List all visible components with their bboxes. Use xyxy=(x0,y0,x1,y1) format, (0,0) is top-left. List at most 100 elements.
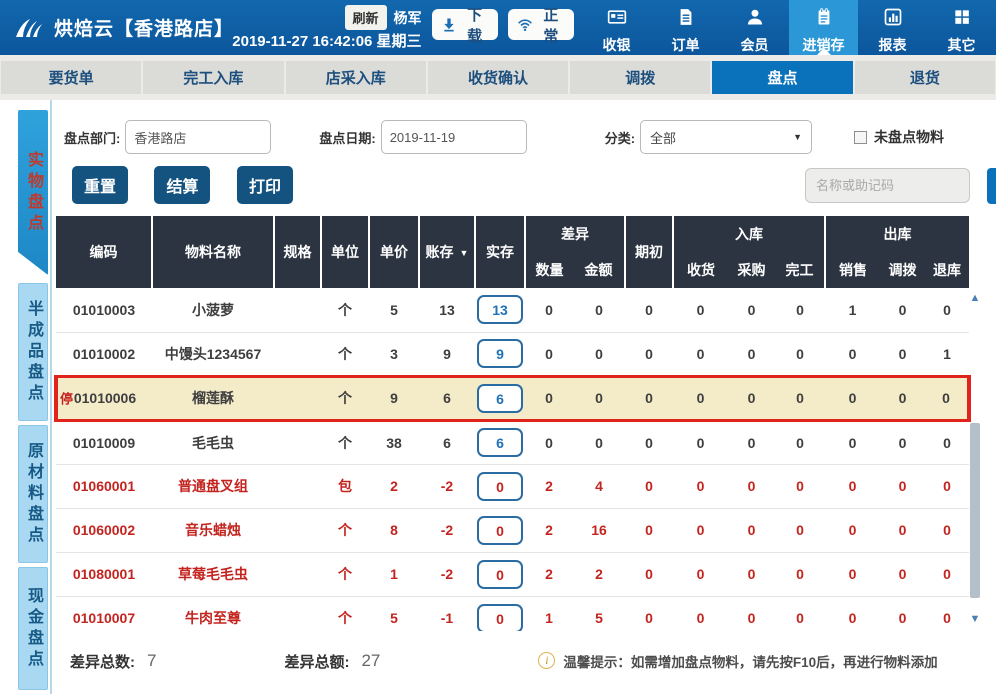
cell-actual-stock: 0 xyxy=(475,552,525,597)
cell-spec xyxy=(274,596,321,631)
col-out-transfer[interactable]: 调拨 xyxy=(880,252,925,288)
scroll-down-icon[interactable]: ▼ xyxy=(969,613,981,625)
cell-in-receive: 0 xyxy=(673,552,728,597)
topnav-item-cashier[interactable]: 收银 xyxy=(582,0,651,55)
table-row[interactable]: 01060002 音乐蜡烛 个 8 -2 0 2 16 0 0 0 0 0 0 … xyxy=(56,508,970,553)
actual-stock-input[interactable]: 0 xyxy=(477,515,523,545)
tab-receive-confirm[interactable]: 收货确认 xyxy=(427,61,569,94)
col-group-outbound: 出库 xyxy=(825,216,970,252)
cell-in-purchase: 0 xyxy=(728,508,775,553)
datetime-display: 2019-11-27 16:42:06 星期三 xyxy=(232,33,422,50)
cell-book-stock: 9 xyxy=(419,332,475,377)
topnav-item-other[interactable]: 其它 xyxy=(927,0,996,55)
search-input[interactable] xyxy=(805,168,970,203)
cell-name: 小菠萝 xyxy=(152,288,274,333)
action-bar: 重置 结算 打印 xyxy=(72,166,996,206)
sidebar-tab-cash-stocktake[interactable]: 现金盘点 xyxy=(18,567,48,690)
col-in-purchase[interactable]: 采购 xyxy=(728,252,775,288)
actual-stock-input[interactable]: 13 xyxy=(477,295,523,325)
search-button[interactable] xyxy=(987,168,996,204)
cell-diff-amt: 2 xyxy=(573,552,625,597)
cell-in-receive: 0 xyxy=(673,288,728,333)
tab-stocktake[interactable]: 盘点 xyxy=(712,61,853,94)
topnav-item-orders[interactable]: 订单 xyxy=(651,0,720,55)
tab-finish-inbound[interactable]: 完工入库 xyxy=(143,61,284,94)
sidebar-tab-label: 原材料盘点 xyxy=(25,441,42,547)
topnav-item-reports[interactable]: 报表 xyxy=(858,0,927,55)
scrollbar-thumb[interactable] xyxy=(970,423,980,598)
cell-code: 01060001 xyxy=(56,464,152,509)
col-in-receive[interactable]: 收货 xyxy=(673,252,728,288)
col-book-stock[interactable]: 账存 ▼ xyxy=(419,216,476,288)
col-initial[interactable]: 期初 xyxy=(625,216,674,288)
store-title: 烘焙云【香港路店】 xyxy=(54,19,235,40)
col-code[interactable]: 编码 xyxy=(56,216,153,288)
topnav-label: 收银 xyxy=(602,37,631,53)
cell-unit: 个 xyxy=(321,420,369,465)
cell-name: 音乐蜡烛 xyxy=(152,508,274,553)
table-row[interactable]: 01010003 小菠萝 个 5 13 13 0 0 0 0 0 0 1 0 0 xyxy=(56,288,970,333)
col-out-sale[interactable]: 销售 xyxy=(825,252,880,288)
dept-input[interactable] xyxy=(125,120,272,154)
settle-button[interactable]: 结算 xyxy=(154,166,211,204)
date-input[interactable] xyxy=(380,120,527,154)
tab-transfer[interactable]: 调拨 xyxy=(570,61,711,94)
actual-stock-input[interactable]: 0 xyxy=(477,559,523,589)
current-user[interactable]: 杨军 xyxy=(393,9,422,26)
col-diff-qty[interactable]: 数量 xyxy=(525,252,573,288)
topnav-item-inventory[interactable]: 进销存 xyxy=(789,0,859,55)
cell-code: 01010003 xyxy=(56,288,152,333)
cell-in-finish: 0 xyxy=(775,552,825,597)
actual-stock-input[interactable]: 6 xyxy=(477,428,523,457)
scroll-up-icon[interactable]: ▲ xyxy=(969,292,981,304)
refresh-button[interactable]: 刷新 xyxy=(344,5,387,30)
inventory-clipboard-icon xyxy=(814,7,834,32)
actual-stock-input[interactable]: 6 xyxy=(477,383,523,413)
cell-diff-amt: 4 xyxy=(573,464,625,509)
actual-stock-input[interactable]: 0 xyxy=(477,603,523,631)
cell-name: 普通盘叉组 xyxy=(152,464,274,509)
col-spec[interactable]: 规格 xyxy=(274,216,322,288)
col-name[interactable]: 物料名称 xyxy=(152,216,275,288)
actual-stock-input[interactable]: 9 xyxy=(477,339,523,368)
sidebar-tab-physical-stocktake[interactable]: 实物盘点 xyxy=(18,110,48,275)
uncounted-checkbox[interactable] xyxy=(854,130,868,144)
actual-stock-input[interactable]: 0 xyxy=(477,471,523,501)
download-button[interactable]: 下载 xyxy=(431,7,498,45)
cell-spec xyxy=(274,288,321,333)
bakery-cloud-logo-icon xyxy=(16,18,42,37)
reset-button[interactable]: 重置 xyxy=(72,166,129,204)
cell-out-return: 0 xyxy=(925,288,970,333)
sort-dropdown-icon[interactable]: ▼ xyxy=(459,248,469,258)
col-in-finish[interactable]: 完工 xyxy=(775,252,826,288)
cell-out-return: 1 xyxy=(925,332,970,377)
col-group-diff: 差异 xyxy=(525,216,626,252)
network-status-button[interactable]: 正常 xyxy=(507,7,575,45)
cell-in-purchase: 0 xyxy=(728,332,775,377)
col-out-return[interactable]: 退库 xyxy=(925,252,970,288)
col-unit[interactable]: 单位 xyxy=(321,216,370,288)
col-diff-amt[interactable]: 金额 xyxy=(573,252,626,288)
sidebar-tab-rawmaterial-stocktake[interactable]: 原材料盘点 xyxy=(18,425,48,563)
table-row[interactable]: 01080001 草莓毛毛虫 个 1 -2 0 2 2 0 0 0 0 0 0 … xyxy=(56,552,970,597)
cell-in-purchase: 0 xyxy=(728,420,775,465)
col-price[interactable]: 单价 xyxy=(369,216,420,288)
col-actual-stock[interactable]: 实存 xyxy=(475,216,526,288)
cell-diff-qty: 0 xyxy=(525,420,573,465)
print-button[interactable]: 打印 xyxy=(236,166,293,204)
category-label: 分类: xyxy=(604,130,636,146)
table-row[interactable]: 01060001 普通盘叉组 包 2 -2 0 2 4 0 0 0 0 0 0 … xyxy=(56,464,970,509)
topnav-item-members[interactable]: 会员 xyxy=(720,0,789,55)
table-row[interactable]: 01010002 中馒头1234567 个 3 9 9 0 0 0 0 0 0 … xyxy=(56,332,970,377)
table-row[interactable]: 停 01010006 榴莲酥 个 9 6 6 0 0 0 0 0 0 0 0 0 xyxy=(54,374,972,422)
tab-store-purchase[interactable]: 店采入库 xyxy=(285,61,426,94)
cell-out-return: 0 xyxy=(925,596,970,631)
cell-initial: 0 xyxy=(625,596,673,631)
table-row[interactable]: 01010007 牛肉至尊 个 5 -1 0 1 5 0 0 0 0 0 0 0 xyxy=(56,596,970,631)
tab-returns[interactable]: 退货 xyxy=(854,61,995,94)
sidebar-tab-semifinished-stocktake[interactable]: 半成品盘点 xyxy=(18,283,48,421)
stop-flag: 停 xyxy=(60,391,74,407)
table-row[interactable]: 01010009 毛毛虫 个 38 6 6 0 0 0 0 0 0 0 0 0 xyxy=(56,420,970,465)
category-select[interactable]: 全部 ▼ xyxy=(640,120,813,154)
tab-demand-order[interactable]: 要货单 xyxy=(1,61,142,94)
